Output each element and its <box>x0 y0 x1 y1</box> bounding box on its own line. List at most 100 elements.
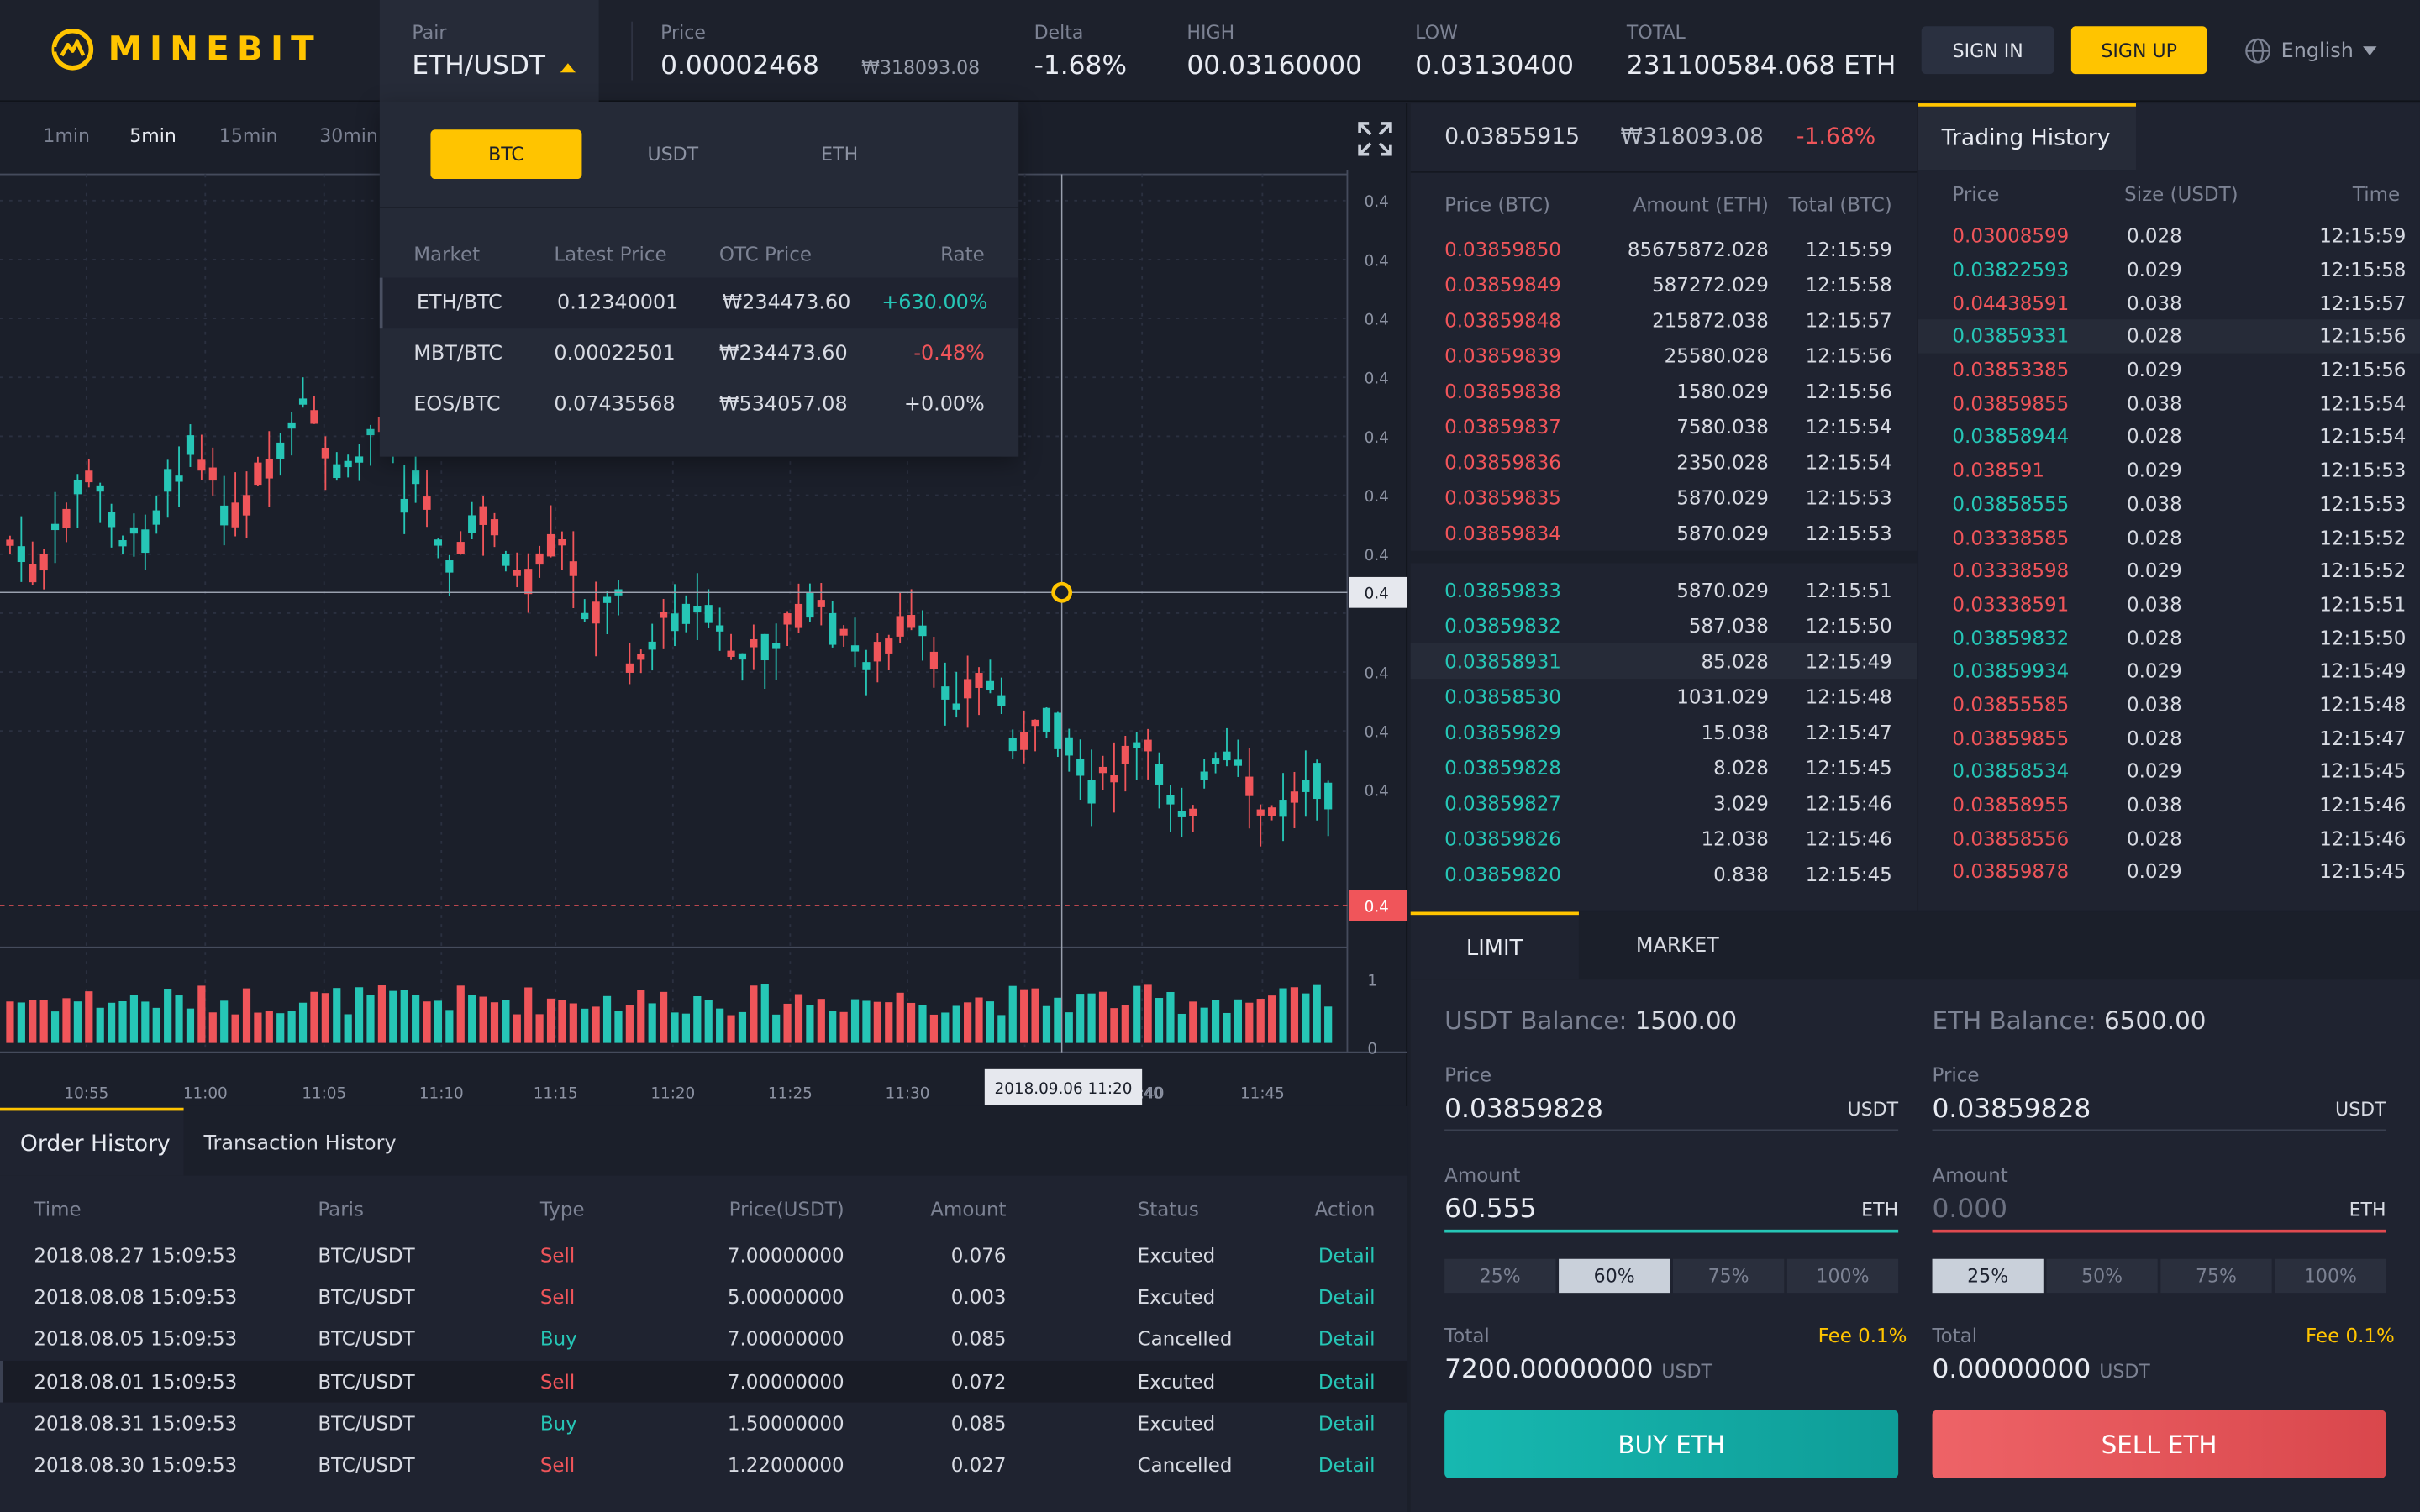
trade-row[interactable]: 0.03338585 0.028 12:15:52 <box>1918 520 2420 554</box>
pair-selector[interactable]: Pair ETH/USDT <box>379 0 599 102</box>
trade-row[interactable]: 0.03859934 0.029 12:15:49 <box>1918 654 2420 688</box>
trade-row[interactable]: 0.03338598 0.029 12:15:52 <box>1918 554 2420 587</box>
order-detail-link[interactable]: Detail <box>1318 1411 1376 1435</box>
book-row[interactable]: 0.03859833 5870.029 12:15:51 <box>1411 572 1917 607</box>
order-detail-link[interactable]: Detail <box>1318 1327 1376 1351</box>
trade-row[interactable]: 0.03859855 0.028 12:15:47 <box>1918 721 2420 754</box>
sell-eth-button[interactable]: SELL ETH <box>1932 1410 2386 1478</box>
language-selector[interactable]: English <box>2244 37 2377 65</box>
tab-order-history[interactable]: Order History <box>0 1107 184 1176</box>
book-row[interactable]: 0.03859836 2350.028 12:15:54 <box>1411 444 1917 480</box>
book-row[interactable]: 0.03858931 85.028 12:15:49 <box>1410 643 1918 680</box>
sell-price-input[interactable]: 0.03859828 USDT <box>1932 1091 2386 1131</box>
tab-market[interactable]: MARKET <box>1635 935 1719 958</box>
buy-amount-input[interactable]: 60.555 ETH <box>1444 1191 1899 1233</box>
trade-row[interactable]: 0.03859878 0.029 12:15:45 <box>1918 855 2420 889</box>
sell-pct-100[interactable]: 100% <box>2275 1258 2386 1294</box>
buy-eth-button[interactable]: BUY ETH <box>1444 1410 1899 1478</box>
trade-time: 12:15:56 <box>2319 358 2407 381</box>
trade-row[interactable]: 0.03859832 0.028 12:15:50 <box>1918 621 2420 654</box>
volume-bar <box>1042 1005 1051 1043</box>
trade-row[interactable]: 0.03338591 0.038 12:15:51 <box>1918 587 2420 621</box>
sell-pct-50[interactable]: 50% <box>2046 1258 2158 1294</box>
market-tab-usdt[interactable]: USDT <box>647 143 699 165</box>
sign-up-button[interactable]: SIGN UP <box>2070 26 2207 75</box>
trade-size: 0.038 <box>2126 592 2182 616</box>
book-row[interactable]: 0.03859848 215872.038 12:15:57 <box>1411 302 1917 338</box>
tab-transaction-history[interactable]: Transaction History <box>203 1132 397 1156</box>
order-detail-link[interactable]: Detail <box>1318 1453 1376 1477</box>
book-row[interactable]: 0.03859838 1580.029 12:15:56 <box>1411 373 1917 408</box>
market-tab-eth[interactable]: ETH <box>821 143 859 165</box>
trade-time: 12:15:49 <box>2319 659 2407 683</box>
market-row[interactable]: ETH/BTC 0.12340001 ₩234473.60 +630.00% <box>379 277 1019 329</box>
sell-amount-input[interactable]: 0.000 ETH <box>1932 1191 2386 1233</box>
candle-body <box>569 561 577 576</box>
buy-pct-100[interactable]: 100% <box>1786 1258 1899 1294</box>
tab-trading-history[interactable]: Trading History <box>1918 103 2136 171</box>
trade-row[interactable]: 0.03008599 0.028 12:15:59 <box>1918 219 2420 253</box>
pair-panel-header: Market Latest Price OTC Price Rate <box>413 242 985 265</box>
order-amount: 0.003 <box>950 1285 1007 1310</box>
trade-row[interactable]: 0.03858556 0.028 12:15:46 <box>1918 822 2420 855</box>
book-row[interactable]: 0.03858530 1031.029 12:15:48 <box>1411 679 1917 714</box>
book-row[interactable]: 0.03859820 0.838 12:15:45 <box>1411 856 1917 891</box>
brand-logo[interactable]: MINEBIT <box>50 26 322 72</box>
x-tick-label: 11:05 <box>302 1085 346 1103</box>
book-time: 12:15:51 <box>1805 578 1892 602</box>
trade-row[interactable]: 0.03822593 0.029 12:15:58 <box>1918 253 2420 286</box>
buy-price-input[interactable]: 0.03859828 USDT <box>1444 1091 1899 1131</box>
buy-pct-75[interactable]: 75% <box>1672 1258 1785 1294</box>
trade-row[interactable]: 0.03858944 0.028 12:15:54 <box>1918 420 2420 454</box>
buy-pct-60[interactable]: 60% <box>1559 1258 1670 1294</box>
book-row[interactable]: 0.03859829 15.038 12:15:47 <box>1411 714 1917 749</box>
candlestick-chart[interactable]: 0.4 0.4 0.4 0.4 0.4 0.4 0.4 0.4 0.4 0.4 1 0 10:55 11… <box>0 170 1408 1108</box>
sell-pct-75[interactable]: 75% <box>2160 1258 2272 1294</box>
market-row[interactable]: EOS/BTC 0.07435568 ₩534057.08 +0.00% <box>413 393 985 417</box>
timeframe-30min[interactable]: 30min <box>319 124 378 147</box>
book-row[interactable]: 0.03859826 12.038 12:15:46 <box>1411 821 1917 856</box>
sign-in-button[interactable]: SIGN IN <box>1921 26 2054 75</box>
trade-row[interactable]: 0.03858534 0.029 12:15:45 <box>1918 754 2420 788</box>
market-tab-btc[interactable]: BTC <box>430 129 582 180</box>
trade-size: 0.029 <box>2126 659 2182 683</box>
volume-bar <box>310 991 318 1043</box>
book-row[interactable]: 0.03859837 7580.038 12:15:54 <box>1411 409 1917 444</box>
trade-row[interactable]: 0.03858955 0.038 12:15:46 <box>1918 788 2420 822</box>
fullscreen-icon[interactable] <box>1356 120 1393 157</box>
order-detail-link[interactable]: Detail <box>1318 1369 1376 1393</box>
candle-body <box>648 641 656 650</box>
trade-time: 12:15:50 <box>2319 625 2407 649</box>
trade-row[interactable]: 0.03858555 0.038 12:15:53 <box>1918 486 2420 520</box>
sell-pct-25[interactable]: 25% <box>1932 1258 2044 1294</box>
book-row[interactable]: 0.03859849 587272.029 12:15:58 <box>1411 267 1917 302</box>
trade-row[interactable]: 0.03855585 0.038 12:15:48 <box>1918 687 2420 721</box>
trade-row[interactable]: 0.03859331 0.028 12:15:56 <box>1918 319 2420 354</box>
volume-bar <box>907 1002 916 1043</box>
bids-list: 0.03859833 5870.029 12:15:51 0.03859832 587.… <box>1410 572 1918 891</box>
book-time: 12:15:50 <box>1805 614 1892 638</box>
book-row[interactable]: 0.03859839 25580.028 12:15:56 <box>1411 338 1917 373</box>
timeframe-1min[interactable]: 1min <box>43 124 91 147</box>
trade-row[interactable]: 0.04438591 0.038 12:15:57 <box>1918 286 2420 319</box>
order-detail-link[interactable]: Detail <box>1318 1243 1376 1268</box>
timeframe-15min[interactable]: 15min <box>218 124 278 147</box>
buy-pct-25[interactable]: 25% <box>1444 1258 1556 1294</box>
book-row[interactable]: 0.03859850 85675872.028 12:15:59 <box>1411 232 1917 267</box>
trade-row[interactable]: 0.03859855 0.038 12:15:54 <box>1918 386 2420 420</box>
book-row[interactable]: 0.03859827 3.029 12:15:46 <box>1411 785 1917 821</box>
book-row[interactable]: 0.03859834 5870.029 12:15:53 <box>1411 515 1917 550</box>
book-row[interactable]: 0.03859835 5870.029 12:15:53 <box>1411 480 1917 515</box>
book-price: 0.03859835 <box>1444 486 1561 510</box>
volume-bar <box>1234 999 1242 1043</box>
book-row[interactable]: 0.03859832 587.038 12:15:50 <box>1411 608 1917 643</box>
trade-size: 0.028 <box>2126 424 2182 449</box>
trade-price: 0.03338585 <box>1952 525 2070 549</box>
trade-row[interactable]: 0.03853385 0.029 12:15:56 <box>1918 353 2420 386</box>
order-detail-link[interactable]: Detail <box>1318 1285 1376 1310</box>
book-row[interactable]: 0.03859828 8.028 12:15:45 <box>1411 750 1917 785</box>
trade-row[interactable]: 0.038591 0.029 12:15:53 <box>1918 454 2420 487</box>
timeframe-5min[interactable]: 5min <box>129 124 176 147</box>
market-row[interactable]: MBT/BTC 0.00022501 ₩234473.60 -0.48% <box>413 342 985 366</box>
tab-limit[interactable]: LIMIT <box>1410 911 1579 980</box>
